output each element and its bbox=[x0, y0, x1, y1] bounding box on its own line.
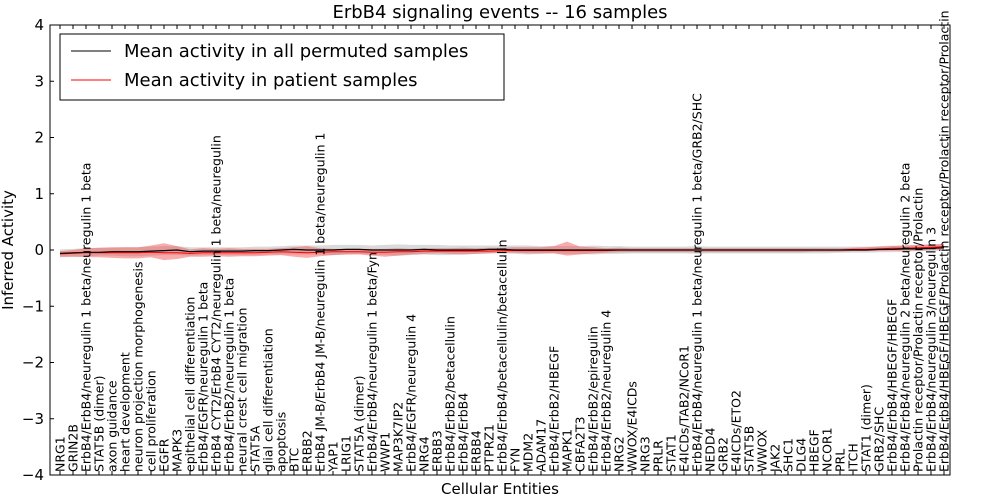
x-tick-label: WWOX/E4ICDs bbox=[625, 381, 640, 472]
x-tick-label: NRG3 bbox=[638, 436, 653, 472]
x-tick-label: ErbB4/ErbB2/neuregulin 4 bbox=[599, 310, 614, 472]
x-tick-label: neural crest cell migration bbox=[235, 308, 250, 472]
x-tick-label: ADAM17 bbox=[534, 419, 549, 472]
x-tick-label: ErbB4 CYT2/ErbB4 CYT2/neuregulin 1 beta/… bbox=[209, 135, 224, 472]
x-tick-label: ErbB4/ErbB4/HBEGF/HBEGF bbox=[885, 299, 900, 472]
x-tick-label: GRIN2B bbox=[66, 424, 81, 472]
y-tick-label: 4 bbox=[34, 16, 44, 34]
x-tick-label: NRG2 bbox=[612, 436, 627, 472]
legend: Mean activity in all permuted samples Me… bbox=[59, 33, 505, 101]
x-tick-label: ErbB4/ErbB4/neuregulin 1 beta/neuregulin… bbox=[690, 93, 705, 472]
x-tick-label: STAT1 (dimer) bbox=[859, 384, 874, 472]
x-tick-label: epithelial cell differentiation bbox=[183, 297, 198, 472]
y-tick-label: −3 bbox=[22, 410, 44, 428]
x-tick-label: ErbB4/ErbB2/betacellulin bbox=[443, 316, 458, 472]
x-tick-label: ErbB4/ErbB4 bbox=[456, 393, 471, 472]
x-tick-label: STAT1 bbox=[664, 434, 679, 472]
x-tick-label: E4ICDs/TAB2/NCoR1 bbox=[677, 345, 692, 472]
x-tick-label: NRG4 bbox=[417, 436, 432, 472]
x-tick-label: ERBB3 bbox=[430, 430, 445, 472]
y-axis-ticks: −4 −3 −2 −1 0 1 2 3 4 bbox=[22, 16, 950, 484]
x-axis-label: Cellular Entities bbox=[441, 480, 559, 498]
x-tick-label: ErbB4/EGFR/neuregulin 4 bbox=[404, 314, 419, 472]
x-tick-label: HBEGF bbox=[807, 429, 822, 472]
x-tick-label: WWP1 bbox=[378, 432, 393, 472]
x-tick-label: neuron projection morphogenesis bbox=[131, 261, 146, 472]
y-tick-label: 0 bbox=[34, 241, 44, 259]
y-tick-label: −4 bbox=[22, 466, 44, 484]
x-tick-label: glial cell differentiation bbox=[261, 328, 276, 472]
x-tick-label: PTPRZ1 bbox=[482, 424, 497, 472]
x-tick-label: ErbB4/EGFR/neuregulin 1 beta bbox=[196, 282, 211, 472]
x-tick-label: cell proliferation bbox=[144, 370, 159, 472]
x-tick-label: STAT5B bbox=[742, 426, 757, 472]
x-tick-label: ErbB4/ErbB4/HBEGF/HBEGF/Prolactin recept… bbox=[937, 10, 952, 472]
x-tick-label: WWOX bbox=[755, 429, 770, 472]
x-tick-label: STAT5B (dimer) bbox=[92, 376, 107, 472]
x-tick-label: JAK2 bbox=[768, 444, 783, 473]
x-tick-label: MAPK3 bbox=[170, 429, 185, 472]
y-tick-label: −2 bbox=[22, 354, 44, 372]
series-lines bbox=[59, 246, 945, 255]
x-tick-label: NCOR1 bbox=[820, 427, 835, 472]
x-tick-label: BTC bbox=[287, 448, 302, 472]
x-tick-label: ITCH bbox=[846, 443, 861, 472]
x-tick-label: GRB2 bbox=[716, 437, 731, 472]
x-tick-label: EGFR bbox=[157, 438, 172, 472]
x-tick-label: MDM2 bbox=[521, 433, 536, 472]
x-tick-label: PRLR bbox=[651, 440, 666, 472]
y-axis-label: Inferred Activity bbox=[0, 190, 17, 310]
x-tick-label: NRG1 bbox=[53, 436, 68, 472]
x-tick-label: GRB2/SHC bbox=[872, 407, 887, 472]
x-tick-label: ErbB4/ErbB4/neuregulin 3/neuregulin 3 bbox=[924, 227, 939, 472]
plot-frame bbox=[49, 24, 951, 476]
x-tick-label: ErbB4/ErbB4/neuregulin 1 beta/Fyn bbox=[365, 252, 380, 472]
legend-label-permuted: Mean activity in all permuted samples bbox=[124, 41, 468, 62]
x-tick-label: YAP1 bbox=[326, 441, 341, 473]
chart-title: ErbB4 signaling events -- 16 samples bbox=[332, 2, 667, 23]
x-tick-label: FYN bbox=[508, 448, 523, 472]
x-tick-label: ErbB4/ErbB2/epiregulin bbox=[586, 326, 601, 472]
x-tick-label: ERBB4 bbox=[469, 430, 484, 472]
x-tick-label: STAT5A (dimer) bbox=[352, 376, 367, 472]
x-tick-label: heart development bbox=[118, 352, 133, 472]
x-tick-label: ErbB4/ErbB4/neuregulin 1 beta/neuregulin… bbox=[79, 163, 94, 472]
x-tick-label: MAP3K7IP2 bbox=[391, 402, 406, 472]
x-tick-label: ERBB2 bbox=[300, 430, 315, 472]
x-tick-label: LRIG1 bbox=[339, 435, 354, 472]
legend-box bbox=[59, 33, 505, 101]
y-tick-label: 3 bbox=[34, 72, 44, 90]
x-tick-label: ErbB4/ErbB2/HBEGF bbox=[547, 346, 562, 472]
x-tick-label: PRL bbox=[833, 449, 848, 472]
x-tick-label: axon guidance bbox=[105, 380, 120, 472]
y-tick-label: 2 bbox=[34, 129, 44, 147]
x-tick-label: STAT5A bbox=[248, 425, 263, 472]
line-permuted bbox=[59, 247, 945, 254]
x-tick-label: ErbB4/ErbB4/betacellulin/betacellulin bbox=[495, 239, 510, 472]
y-tick-label: −1 bbox=[22, 297, 44, 315]
x-tick-label: ErbB4/ErbB2/neuregulin 1 beta bbox=[222, 278, 237, 472]
y-tick-label: 1 bbox=[34, 185, 44, 203]
x-tick-label: apoptosis bbox=[274, 412, 289, 472]
x-tick-label: SHC1 bbox=[781, 438, 796, 472]
x-tick-label: DLG4 bbox=[794, 438, 809, 472]
x-tick-label: CBFA2T3 bbox=[573, 417, 588, 472]
x-tick-label: ErbB4/ErbB4/neuregulin 2 beta/neuregulin… bbox=[898, 163, 913, 472]
x-tick-label: NEDD4 bbox=[703, 428, 718, 472]
legend-label-patient: Mean activity in patient samples bbox=[124, 70, 418, 91]
x-tick-label: E4ICDs/ETO2 bbox=[729, 390, 744, 472]
x-tick-label: Prolactin receptor/Prolactin receptor/Pr… bbox=[911, 188, 926, 472]
x-tick-label: ErbB4 JM-B/ErbB4 JM-B/neuregulin 1 beta/… bbox=[313, 133, 328, 472]
x-tick-label: MAPK1 bbox=[560, 429, 575, 472]
